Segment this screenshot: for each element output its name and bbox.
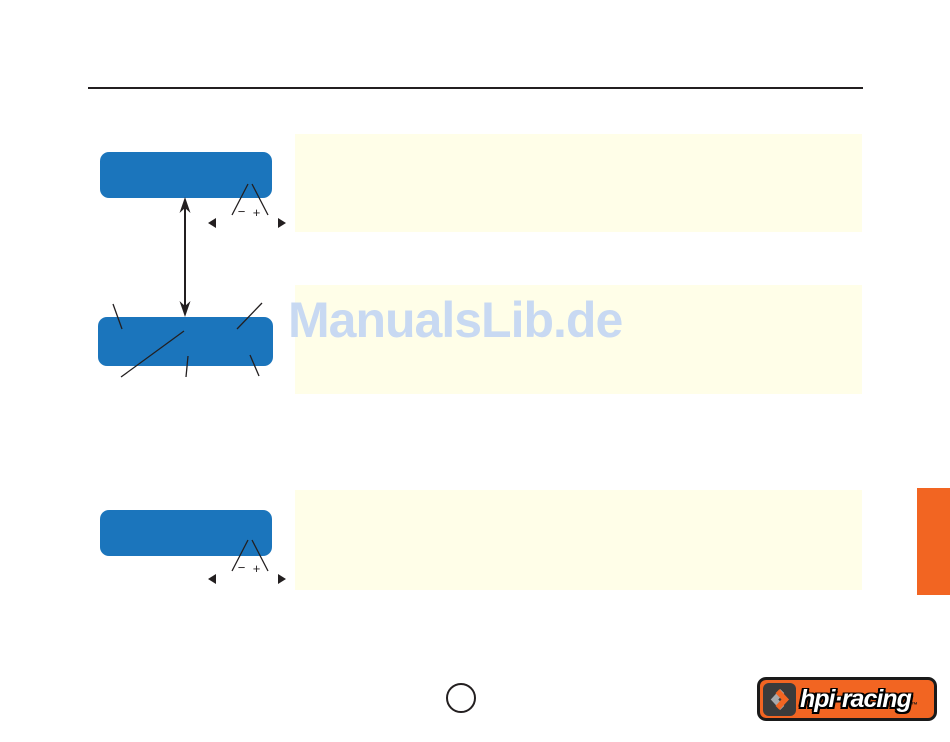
page-number-circle: [446, 683, 476, 713]
arrowhead-down-icon: [179, 301, 191, 317]
left-arrowhead-icon: [208, 218, 216, 228]
trademark-symbol: ™: [910, 701, 918, 709]
hpi-emblem-icon: [763, 682, 796, 716]
header-rule: [88, 87, 863, 89]
lcd-screen-bottom: [100, 510, 272, 556]
wordmark-text: hpi·racing: [800, 684, 912, 713]
minus-symbol: −: [238, 560, 246, 575]
hpi-emblem-glyph: [770, 688, 790, 710]
plus-symbol: +: [253, 561, 261, 576]
arrowhead-up-icon: [179, 197, 191, 213]
section-tab: [917, 488, 950, 595]
highlight-box-top: [295, 134, 862, 232]
left-arrowhead-icon: [208, 574, 216, 584]
manualslib-watermark: ManualsLib.de: [288, 292, 623, 348]
hpi-racing-logo: hpi·racing™: [757, 677, 937, 721]
highlight-box-middle: [295, 285, 862, 394]
right-arrowhead-icon: [278, 218, 286, 228]
lcd-screen-middle: [98, 317, 273, 366]
right-arrowhead-icon: [278, 574, 286, 584]
lcd-screen-top: [100, 152, 272, 198]
highlight-box-bottom: [295, 490, 862, 590]
minus-symbol: −: [238, 204, 246, 219]
hpi-racing-wordmark: hpi·racing™: [800, 684, 918, 713]
double-arrow: [179, 197, 191, 317]
plus-symbol: +: [253, 205, 261, 220]
